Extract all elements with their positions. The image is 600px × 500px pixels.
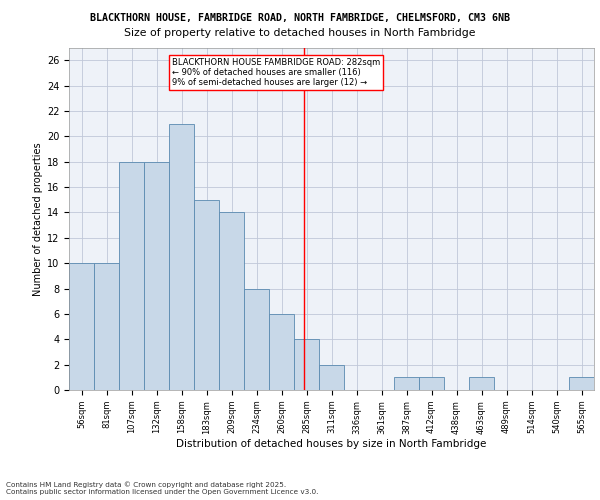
Text: BLACKTHORN HOUSE FAMBRIDGE ROAD: 282sqm
← 90% of detached houses are smaller (11: BLACKTHORN HOUSE FAMBRIDGE ROAD: 282sqm …	[172, 58, 380, 88]
Bar	[269, 314, 294, 390]
Bar	[419, 378, 444, 390]
Bar	[294, 340, 319, 390]
Text: Size of property relative to detached houses in North Fambridge: Size of property relative to detached ho…	[124, 28, 476, 38]
Bar	[469, 378, 494, 390]
Bar	[394, 378, 419, 390]
Bar	[169, 124, 194, 390]
Bar	[194, 200, 219, 390]
Text: BLACKTHORN HOUSE, FAMBRIDGE ROAD, NORTH FAMBRIDGE, CHELMSFORD, CM3 6NB: BLACKTHORN HOUSE, FAMBRIDGE ROAD, NORTH …	[90, 12, 510, 22]
Text: Contains HM Land Registry data © Crown copyright and database right 2025.
Contai: Contains HM Land Registry data © Crown c…	[6, 482, 319, 495]
Y-axis label: Number of detached properties: Number of detached properties	[32, 142, 43, 296]
Bar	[569, 378, 594, 390]
Bar	[94, 263, 119, 390]
Bar	[69, 263, 94, 390]
Bar	[144, 162, 169, 390]
Bar	[219, 212, 244, 390]
Bar	[319, 364, 344, 390]
Bar	[119, 162, 144, 390]
X-axis label: Distribution of detached houses by size in North Fambridge: Distribution of detached houses by size …	[176, 440, 487, 450]
Bar	[244, 288, 269, 390]
